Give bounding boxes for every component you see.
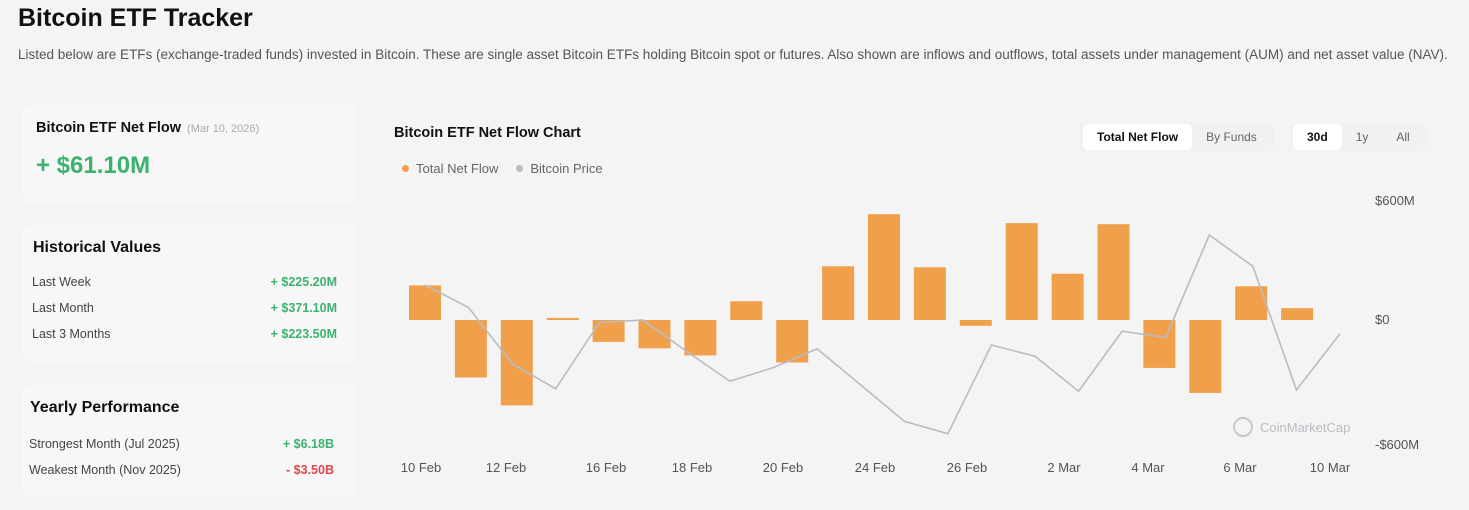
historical-row-value: + $225.20M: [270, 275, 337, 289]
yearly-row-value: + $6.18B: [282, 437, 334, 451]
historical-row-label: Last Week: [32, 275, 91, 289]
chart-bar: [454, 320, 487, 378]
x-tick-label: 16 Feb: [586, 460, 626, 475]
chart-bar: [638, 320, 671, 349]
x-tick-label: 2 Mar: [1047, 460, 1081, 475]
legend-label: Bitcoin Price: [530, 161, 603, 176]
page-title: Bitcoin ETF Tracker: [18, 4, 253, 32]
chart-bar: [500, 320, 533, 406]
legend-label: Total Net Flow: [416, 161, 499, 176]
chart-bar: [1281, 308, 1314, 320]
x-tick-label: 12 Feb: [486, 460, 526, 475]
x-tick-label: 26 Feb: [947, 460, 987, 475]
x-tick-label: 10 Mar: [1310, 460, 1351, 475]
yearly-row-value: - $3.50B: [286, 463, 334, 477]
historical-row-label: Last 3 Months: [32, 327, 111, 341]
yearly-row-label: Weakest Month (Nov 2025): [29, 463, 181, 477]
chart-bar: [1097, 224, 1130, 320]
range-toggle: 30d 1y All: [1290, 123, 1427, 151]
yearly-row: Strongest Month (Jul 2025) + $6.18B: [29, 437, 334, 451]
historical-values-title: Historical Values: [33, 239, 162, 256]
chart-legend: Total Net Flow Bitcoin Price: [402, 161, 603, 176]
coinmarketcap-watermark: CoinMarketCap: [1233, 417, 1350, 437]
net-flow-date: (Mar 10, 2026): [187, 123, 260, 135]
chart-bar: [1051, 273, 1084, 320]
tab-total-net-flow[interactable]: Total Net Flow: [1083, 124, 1193, 150]
range-30d-button[interactable]: 30d: [1293, 124, 1342, 150]
historical-row: Last 3 Months + $223.50M: [32, 327, 337, 341]
coinmarketcap-icon: [1233, 417, 1253, 437]
yearly-row-label: Strongest Month (Jul 2025): [29, 437, 180, 451]
chart-bar: [959, 320, 992, 326]
historical-values-card: Historical Values Last Week + $225.20M L…: [22, 225, 357, 362]
x-tick-label: 10 Feb: [401, 460, 441, 475]
view-toggle: Total Net Flow By Funds: [1080, 123, 1274, 151]
chart-bar: [684, 320, 717, 356]
historical-row: Last Month + $371.10M: [32, 301, 337, 315]
legend-item-net-flow[interactable]: Total Net Flow: [402, 161, 498, 176]
legend-dot-bitcoin-price: [516, 165, 524, 172]
chart-bar: [822, 266, 855, 320]
chart-bar: [1005, 223, 1038, 320]
chart-bar: [592, 320, 625, 342]
x-tick-label: 20 Feb: [763, 460, 803, 475]
historical-row-value: + $223.50M: [270, 327, 337, 341]
legend-item-bitcoin-price[interactable]: Bitcoin Price: [516, 161, 603, 176]
y-tick-label: -$600M: [1375, 437, 1419, 452]
range-1y-button[interactable]: 1y: [1355, 130, 1369, 144]
x-tick-label: 4 Mar: [1131, 460, 1165, 475]
tab-by-funds[interactable]: By Funds: [1206, 130, 1257, 144]
y-tick-label: $600M: [1375, 193, 1415, 208]
x-tick-label: 6 Mar: [1223, 460, 1257, 475]
yearly-row: Weakest Month (Nov 2025) - $3.50B: [29, 463, 334, 477]
net-flow-card: Bitcoin ETF Net Flow (Mar 10, 2026) + $6…: [22, 105, 357, 203]
historical-row-label: Last Month: [32, 301, 94, 315]
chart-title: Bitcoin ETF Net Flow Chart: [394, 125, 581, 141]
legend-dot-net-flow: [402, 165, 409, 172]
chart-bar: [1189, 320, 1222, 393]
net-flow-heading: Bitcoin ETF Net Flow (Mar 10, 2026): [36, 120, 259, 136]
chart-bar: [730, 301, 763, 320]
page-description: Listed below are ETFs (exchange-traded f…: [18, 47, 1448, 62]
net-flow-chart: $600M $0 -$600M 10 Feb 12 Feb 16 Feb 18 Feb 20 …: [401, 193, 1419, 475]
chart-bar: [776, 320, 809, 363]
yearly-performance-title: Yearly Performance: [30, 399, 180, 416]
historical-row-value: + $371.10M: [270, 301, 337, 315]
range-all-button[interactable]: All: [1396, 130, 1410, 144]
net-flow-value: + $61.10M: [36, 152, 151, 179]
chart-bar: [913, 267, 946, 320]
chart-panel: Bitcoin ETF Net Flow Chart Total Net Flo…: [370, 105, 1450, 485]
x-tick-label: 24 Feb: [855, 460, 895, 475]
y-tick-label: $0: [1375, 312, 1389, 327]
chart-bar: [868, 214, 900, 320]
watermark-text: CoinMarketCap: [1260, 420, 1350, 435]
x-tick-label: 18 Feb: [672, 460, 712, 475]
historical-row: Last Week + $225.20M: [32, 275, 337, 289]
price-line: [424, 233, 1341, 435]
chart-bar: [546, 317, 579, 320]
net-flow-title: Bitcoin ETF Net Flow: [36, 120, 181, 136]
yearly-performance-card: Yearly Performance Strongest Month (Jul …: [22, 385, 357, 497]
